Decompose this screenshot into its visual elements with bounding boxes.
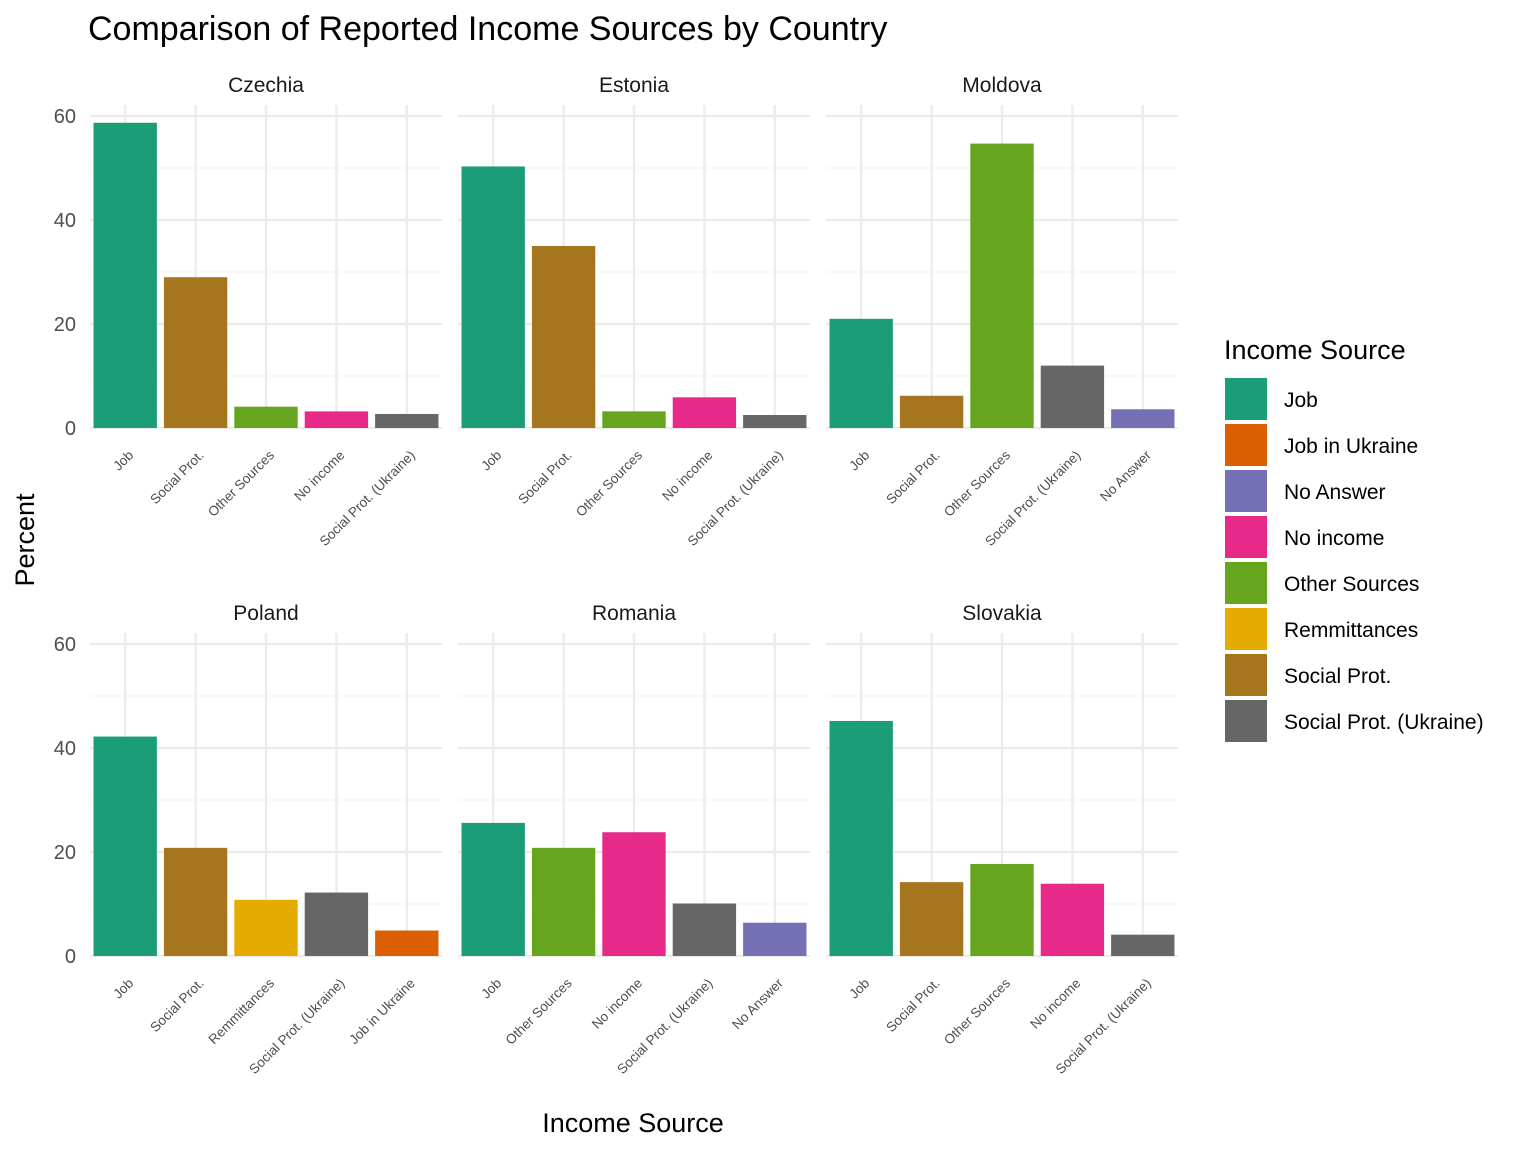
- legend-label: Remmittances: [1284, 619, 1418, 642]
- x-tick-label: Other Sources: [573, 447, 645, 519]
- panel-czechia: Czechia 0 20 40 60 Job Social Prot.Other Sourc…: [54, 74, 442, 549]
- x-tick-label: Job: [110, 976, 136, 1002]
- bar: [829, 318, 893, 428]
- x-tick-label: Social Prot.: [147, 448, 206, 507]
- x-tick-label: Job: [846, 976, 872, 1002]
- x-tick-label: Other Sources: [503, 975, 575, 1047]
- x-tick-label: No Answer: [1097, 447, 1154, 504]
- x-tick-label: Other Sources: [941, 447, 1013, 519]
- bar: [163, 847, 228, 956]
- y-tick-label: 20: [54, 842, 76, 864]
- bar: [304, 892, 369, 956]
- legend-swatch: [1225, 378, 1267, 420]
- facet-label: Slovakia: [962, 602, 1042, 625]
- legend-label: Other Sources: [1284, 573, 1419, 596]
- bar: [1040, 883, 1105, 956]
- legend-swatch: [1225, 608, 1267, 650]
- x-tick-label: Social Prot.: [883, 448, 942, 507]
- facet-label: Czechia: [228, 74, 304, 97]
- bar: [743, 922, 807, 956]
- y-tick-label: 20: [54, 314, 76, 336]
- bar: [375, 413, 439, 428]
- facet-label: Romania: [592, 602, 676, 625]
- bar: [304, 411, 369, 428]
- legend-swatch: [1225, 700, 1267, 742]
- bar: [461, 166, 525, 428]
- x-tick-label: Job: [846, 448, 872, 474]
- panel-poland: Poland 0 20 40 60 Job Social Prot.Remmittances…: [54, 602, 442, 1077]
- bar: [163, 277, 228, 428]
- x-tick-label: Other Sources: [941, 975, 1013, 1047]
- y-tick-label: 0: [65, 418, 76, 440]
- bar: [461, 822, 525, 956]
- facet-label: Moldova: [962, 74, 1042, 97]
- y-tick-label: 0: [65, 946, 76, 968]
- legend-swatch: [1225, 654, 1267, 696]
- x-tick-label: No income: [589, 976, 645, 1032]
- legend-title: Income Source: [1224, 335, 1406, 365]
- bar: [234, 899, 298, 956]
- bar: [602, 411, 666, 428]
- facet-label: Poland: [233, 602, 298, 625]
- legend-items: Job Job in Ukraine No Answer No income Other…: [1225, 378, 1484, 742]
- x-tick-label: Other Sources: [205, 447, 277, 519]
- legend-label: Social Prot.: [1284, 665, 1391, 688]
- legend-label: Social Prot. (Ukraine): [1284, 711, 1484, 734]
- x-tick-label: Job: [110, 448, 136, 474]
- facet-label: Estonia: [599, 74, 669, 97]
- legend-swatch: [1225, 470, 1267, 512]
- x-tick-label: Social Prot.: [147, 976, 206, 1035]
- x-tick-label: No Answer: [729, 975, 786, 1032]
- panel-slovakia: Slovakia Job Social Prot.Other Sources No i…: [826, 602, 1178, 1077]
- x-tick-label: No income: [291, 448, 347, 504]
- x-tick-label: Social Prot.: [515, 448, 574, 507]
- legend: Income Source Job Job in Ukraine No Answer…: [1224, 335, 1484, 742]
- x-tick-label: No income: [659, 448, 715, 504]
- y-tick-label: 60: [54, 634, 76, 656]
- bar: [531, 847, 596, 956]
- legend-label: No Answer: [1284, 481, 1386, 504]
- x-tick-label: No income: [1027, 976, 1083, 1032]
- y-tick-label: 60: [54, 106, 76, 128]
- x-tick-label: Job: [478, 976, 504, 1002]
- legend-swatch: [1225, 516, 1267, 558]
- x-tick-label: Social Prot.: [883, 976, 942, 1035]
- x-tick-label: Job: [478, 448, 504, 474]
- bar: [829, 720, 893, 956]
- bar: [531, 246, 596, 428]
- bar: [899, 395, 964, 428]
- bar: [1111, 934, 1175, 956]
- bar: [375, 930, 439, 956]
- bar: [743, 415, 807, 428]
- bar: [93, 736, 157, 956]
- x-axis-title: Income Source: [542, 1108, 724, 1138]
- x-tick-label: Job in Ukraine: [346, 976, 418, 1048]
- bar: [93, 122, 157, 428]
- y-tick-label: 40: [54, 210, 76, 232]
- x-tick-label: Remmittances: [206, 975, 278, 1047]
- legend-swatch: [1225, 562, 1267, 604]
- bar: [1111, 409, 1175, 428]
- bar: [234, 406, 298, 428]
- bar: [1040, 365, 1105, 428]
- bar: [672, 397, 737, 428]
- chart-title: Comparison of Reported Income Sources by…: [88, 10, 887, 48]
- panel-estonia: Estonia Job Social Prot.Other Sources No in…: [458, 74, 810, 549]
- legend-label: No income: [1284, 527, 1384, 550]
- bar: [899, 882, 964, 956]
- bar: [602, 832, 666, 956]
- legend-swatch: [1225, 424, 1267, 466]
- bar: [970, 143, 1034, 428]
- y-tick-label: 40: [54, 738, 76, 760]
- legend-label: Job in Ukraine: [1284, 435, 1418, 458]
- bar: [672, 903, 737, 956]
- bar: [970, 863, 1034, 956]
- y-axis-title: Percent: [10, 493, 40, 587]
- legend-label: Job: [1284, 389, 1318, 412]
